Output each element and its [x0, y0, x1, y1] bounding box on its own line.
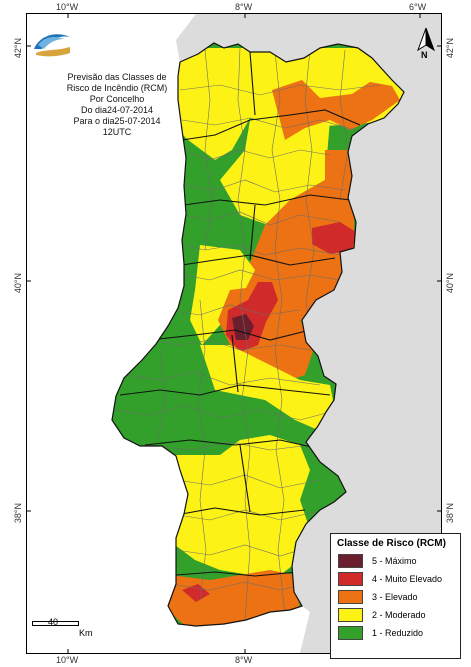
legend-item: 1 - Reduzido — [338, 624, 460, 642]
region-moderado-alentejo — [170, 435, 310, 575]
tick-label-bottom-8w: 8°W — [235, 655, 253, 665]
legend-label: 4 - Muito Elevado — [372, 574, 443, 584]
tick-label-left-40n: 40°N — [13, 273, 23, 294]
legend-swatch — [338, 572, 363, 586]
legend-swatch — [338, 626, 363, 640]
tick-label-top-6w: 6°W — [409, 2, 427, 12]
title-line: 12UTC — [102, 127, 132, 137]
graticule-ticks — [26, 13, 442, 654]
region-moderado-centre-west — [190, 245, 255, 345]
tick-label-bottom-10w: 10°W — [56, 655, 79, 665]
legend-label: 2 - Moderado — [372, 610, 426, 620]
legend-title: Classe de Risco (RCM) — [337, 538, 446, 549]
region-muito-elevado-southwest — [182, 584, 210, 602]
tick-label-left-42n: 42°N — [13, 38, 23, 59]
legend-label: 1 - Reduzido — [372, 628, 424, 638]
region-elevado-northeast — [272, 80, 400, 140]
legend-label: 5 - Máximo — [372, 556, 417, 566]
map-title: Previsão das Classes de Risco de Incêndi… — [52, 72, 182, 138]
region-elevado-algarve — [168, 570, 300, 626]
scale-bar — [32, 621, 79, 626]
legend: Classe de Risco (RCM) 5 - Máximo 4 - Mui… — [330, 533, 461, 659]
legend-item: 3 - Elevado — [338, 588, 460, 606]
spain-landmass — [176, 14, 441, 653]
tick-label-right-40n: 40°N — [445, 273, 455, 294]
title-line: Previsão das Classes de — [67, 72, 167, 82]
scale-unit: Km — [79, 628, 93, 638]
legend-swatch — [338, 554, 363, 568]
legend-label: 3 - Elevado — [372, 592, 418, 602]
legend-item: 2 - Moderado — [338, 606, 460, 624]
title-line: Por Concelho — [89, 94, 145, 104]
legend-item: 5 - Máximo — [338, 552, 460, 570]
region-moderado-central — [220, 120, 330, 225]
title-line: Risco de Incêndio (RCM) — [66, 83, 168, 93]
north-label: N — [421, 50, 428, 60]
legend-swatch — [338, 590, 363, 604]
region-moderado-ribatejo — [200, 345, 335, 430]
region-muito-elevado-east — [312, 222, 356, 254]
title-line: Para o dia25-07-2014 — [73, 116, 161, 126]
tick-label-right-38n: 38°N — [445, 503, 455, 524]
legend-swatch — [338, 608, 363, 622]
tick-label-right-42n: 42°N — [445, 38, 455, 59]
north-arrow-icon — [417, 27, 435, 52]
ipma-logo — [34, 34, 70, 57]
tick-label-left-38n: 38°N — [13, 503, 23, 524]
title-line: Do dia24-07-2014 — [80, 105, 154, 115]
legend-item: 4 - Muito Elevado — [338, 570, 460, 588]
tick-label-top-10w: 10°W — [56, 2, 79, 12]
scale-value: 40 — [48, 617, 59, 627]
tick-label-top-8w: 8°W — [235, 2, 253, 12]
district-boundaries — [119, 51, 361, 577]
